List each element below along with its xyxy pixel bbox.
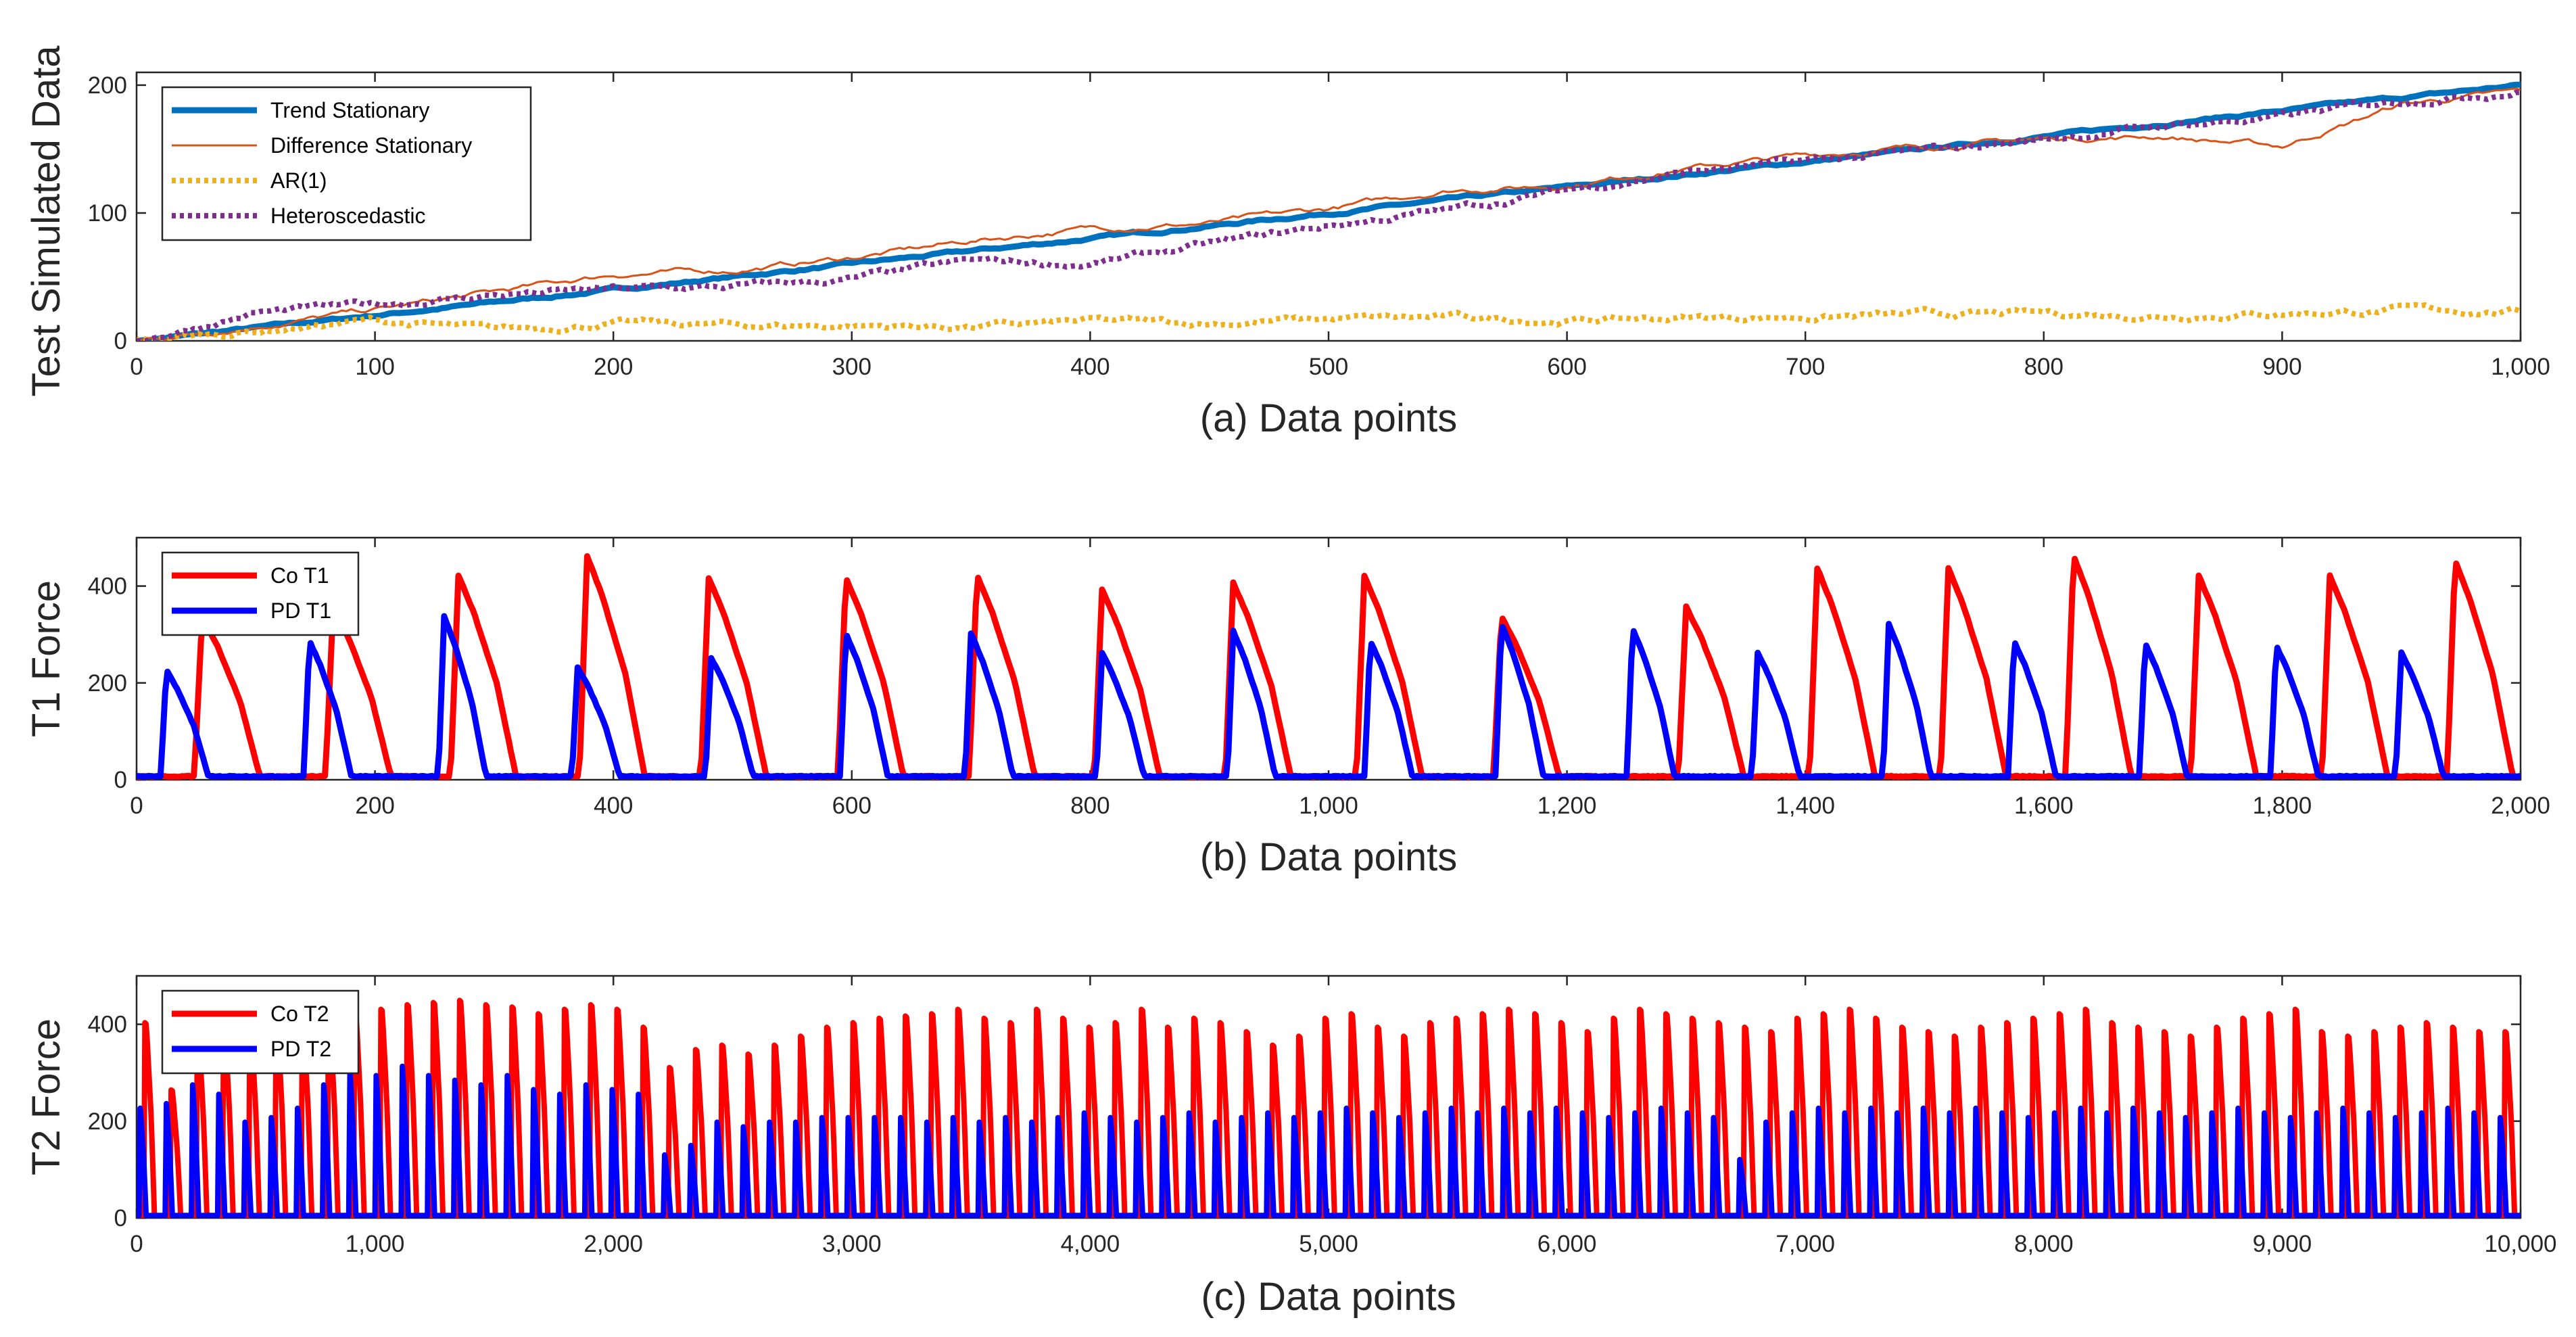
x-tick-label: 1,600 <box>2014 793 2074 819</box>
series-line-trend-stationary <box>137 81 2521 341</box>
axis-ticks-c: 0 1,000 2,000 3,000 4,000 5,000 6,000 7,000 8,00… <box>88 976 2557 1257</box>
series-group-c <box>137 998 2521 1218</box>
series-line-pd-t1 <box>137 613 2521 780</box>
x-tick-label: 9,000 <box>2253 1231 2312 1257</box>
x-tick-label: 200 <box>594 354 633 380</box>
y-tick-label: 200 <box>88 670 127 697</box>
x-tick-label: 2,000 <box>583 1231 643 1257</box>
legend-label: Co T1 <box>270 563 329 588</box>
x-tick-label: 8,000 <box>2014 1231 2074 1257</box>
x-tick-label: 10,000 <box>2484 1231 2556 1257</box>
x-tick-label: 0 <box>130 1231 143 1257</box>
x-tick-label: 1,800 <box>2253 793 2312 819</box>
x-tick-label: 700 <box>1786 354 1825 380</box>
x-tick-label: 5,000 <box>1299 1231 1358 1257</box>
legend-label: Trend Stationary <box>270 98 429 122</box>
x-tick-label: 4,000 <box>1061 1231 1120 1257</box>
x-tick-label: 7,000 <box>1775 1231 1835 1257</box>
series-group-b <box>137 553 2521 780</box>
x-tick-label: 0 <box>130 793 143 819</box>
x-tick-label: 300 <box>832 354 872 380</box>
y-axis-label-a: Test Simulated Data <box>24 45 68 397</box>
panel-b: 0 200 400 600 800 1,000 1,200 1,400 1,600 1,800 2,… <box>24 536 2550 879</box>
y-tick-label: 400 <box>88 573 127 600</box>
x-tick-label: 400 <box>594 793 633 819</box>
x-tick-label: 200 <box>355 793 394 819</box>
legend-label: Co T2 <box>270 1002 329 1026</box>
y-tick-label: 0 <box>114 328 127 354</box>
legend-c: Co T2 PD T2 <box>161 989 360 1075</box>
series-group-a <box>137 81 2521 341</box>
axis-ticks-b: 0 200 400 600 800 1,000 1,200 1,400 1,600 1,800 2,… <box>88 538 2550 819</box>
x-axis-label-b: (b) Data points <box>1200 835 1457 879</box>
x-axis-label-a: (a) Data points <box>1200 396 1457 440</box>
x-tick-label: 0 <box>130 354 143 380</box>
panel-a: 0 100 200 300 400 500 600 700 800 900 1,000 0 100 200… <box>24 45 2550 440</box>
series-line-ar-1- <box>137 302 2521 341</box>
legend-box <box>161 551 360 636</box>
x-tick-label: 600 <box>1547 354 1586 380</box>
legend-box <box>161 989 360 1075</box>
x-tick-label: 6,000 <box>1537 1231 1597 1257</box>
x-tick-label: 1,000 <box>345 1231 405 1257</box>
legend-label: PD T1 <box>270 599 331 623</box>
legend-b: Co T1 PD T1 <box>161 551 360 636</box>
legend-label: AR(1) <box>270 168 327 193</box>
x-tick-label: 1,200 <box>1537 793 1597 819</box>
plot-area-b <box>135 536 2522 781</box>
legend-label: Difference Stationary <box>270 133 472 158</box>
legend-label: PD T2 <box>270 1037 331 1061</box>
series-line-heteroscedastic <box>137 89 2521 341</box>
x-tick-label: 1,400 <box>1775 793 1835 819</box>
axis-ticks-a: 0 100 200 300 400 500 600 700 800 900 1,000 0 100 200 <box>88 72 2550 380</box>
panel-c: 0 1,000 2,000 3,000 4,000 5,000 6,000 7,000 8,00… <box>24 975 2557 1319</box>
x-tick-label: 600 <box>832 793 872 819</box>
y-tick-label: 200 <box>88 72 127 99</box>
x-tick-label: 800 <box>1070 793 1110 819</box>
y-tick-label: 400 <box>88 1012 127 1038</box>
x-tick-label: 400 <box>1070 354 1110 380</box>
y-tick-label: 100 <box>88 200 127 227</box>
x-tick-label: 3,000 <box>822 1231 882 1257</box>
series-line-difference-stationary <box>137 87 2521 341</box>
y-tick-label: 200 <box>88 1108 127 1135</box>
y-tick-label: 0 <box>114 1205 127 1232</box>
y-axis-label-c: T2 Force <box>24 1018 68 1175</box>
x-tick-label: 1,000 <box>2491 354 2550 380</box>
y-axis-label-b: T1 Force <box>24 580 68 737</box>
x-tick-label: 800 <box>2024 354 2064 380</box>
series-line-pd-t2 <box>137 1063 2521 1218</box>
x-tick-label: 900 <box>2262 354 2301 380</box>
x-tick-label: 100 <box>355 354 394 380</box>
x-axis-label-c: (c) Data points <box>1201 1275 1456 1319</box>
x-tick-label: 2,000 <box>2491 793 2550 819</box>
x-tick-label: 1,000 <box>1299 793 1358 819</box>
y-tick-label: 0 <box>114 767 127 793</box>
legend-label: Heteroscedastic <box>270 204 425 228</box>
legend-a: Trend Stationary Difference Stationary AR(… <box>161 86 532 241</box>
x-tick-label: 500 <box>1309 354 1348 380</box>
